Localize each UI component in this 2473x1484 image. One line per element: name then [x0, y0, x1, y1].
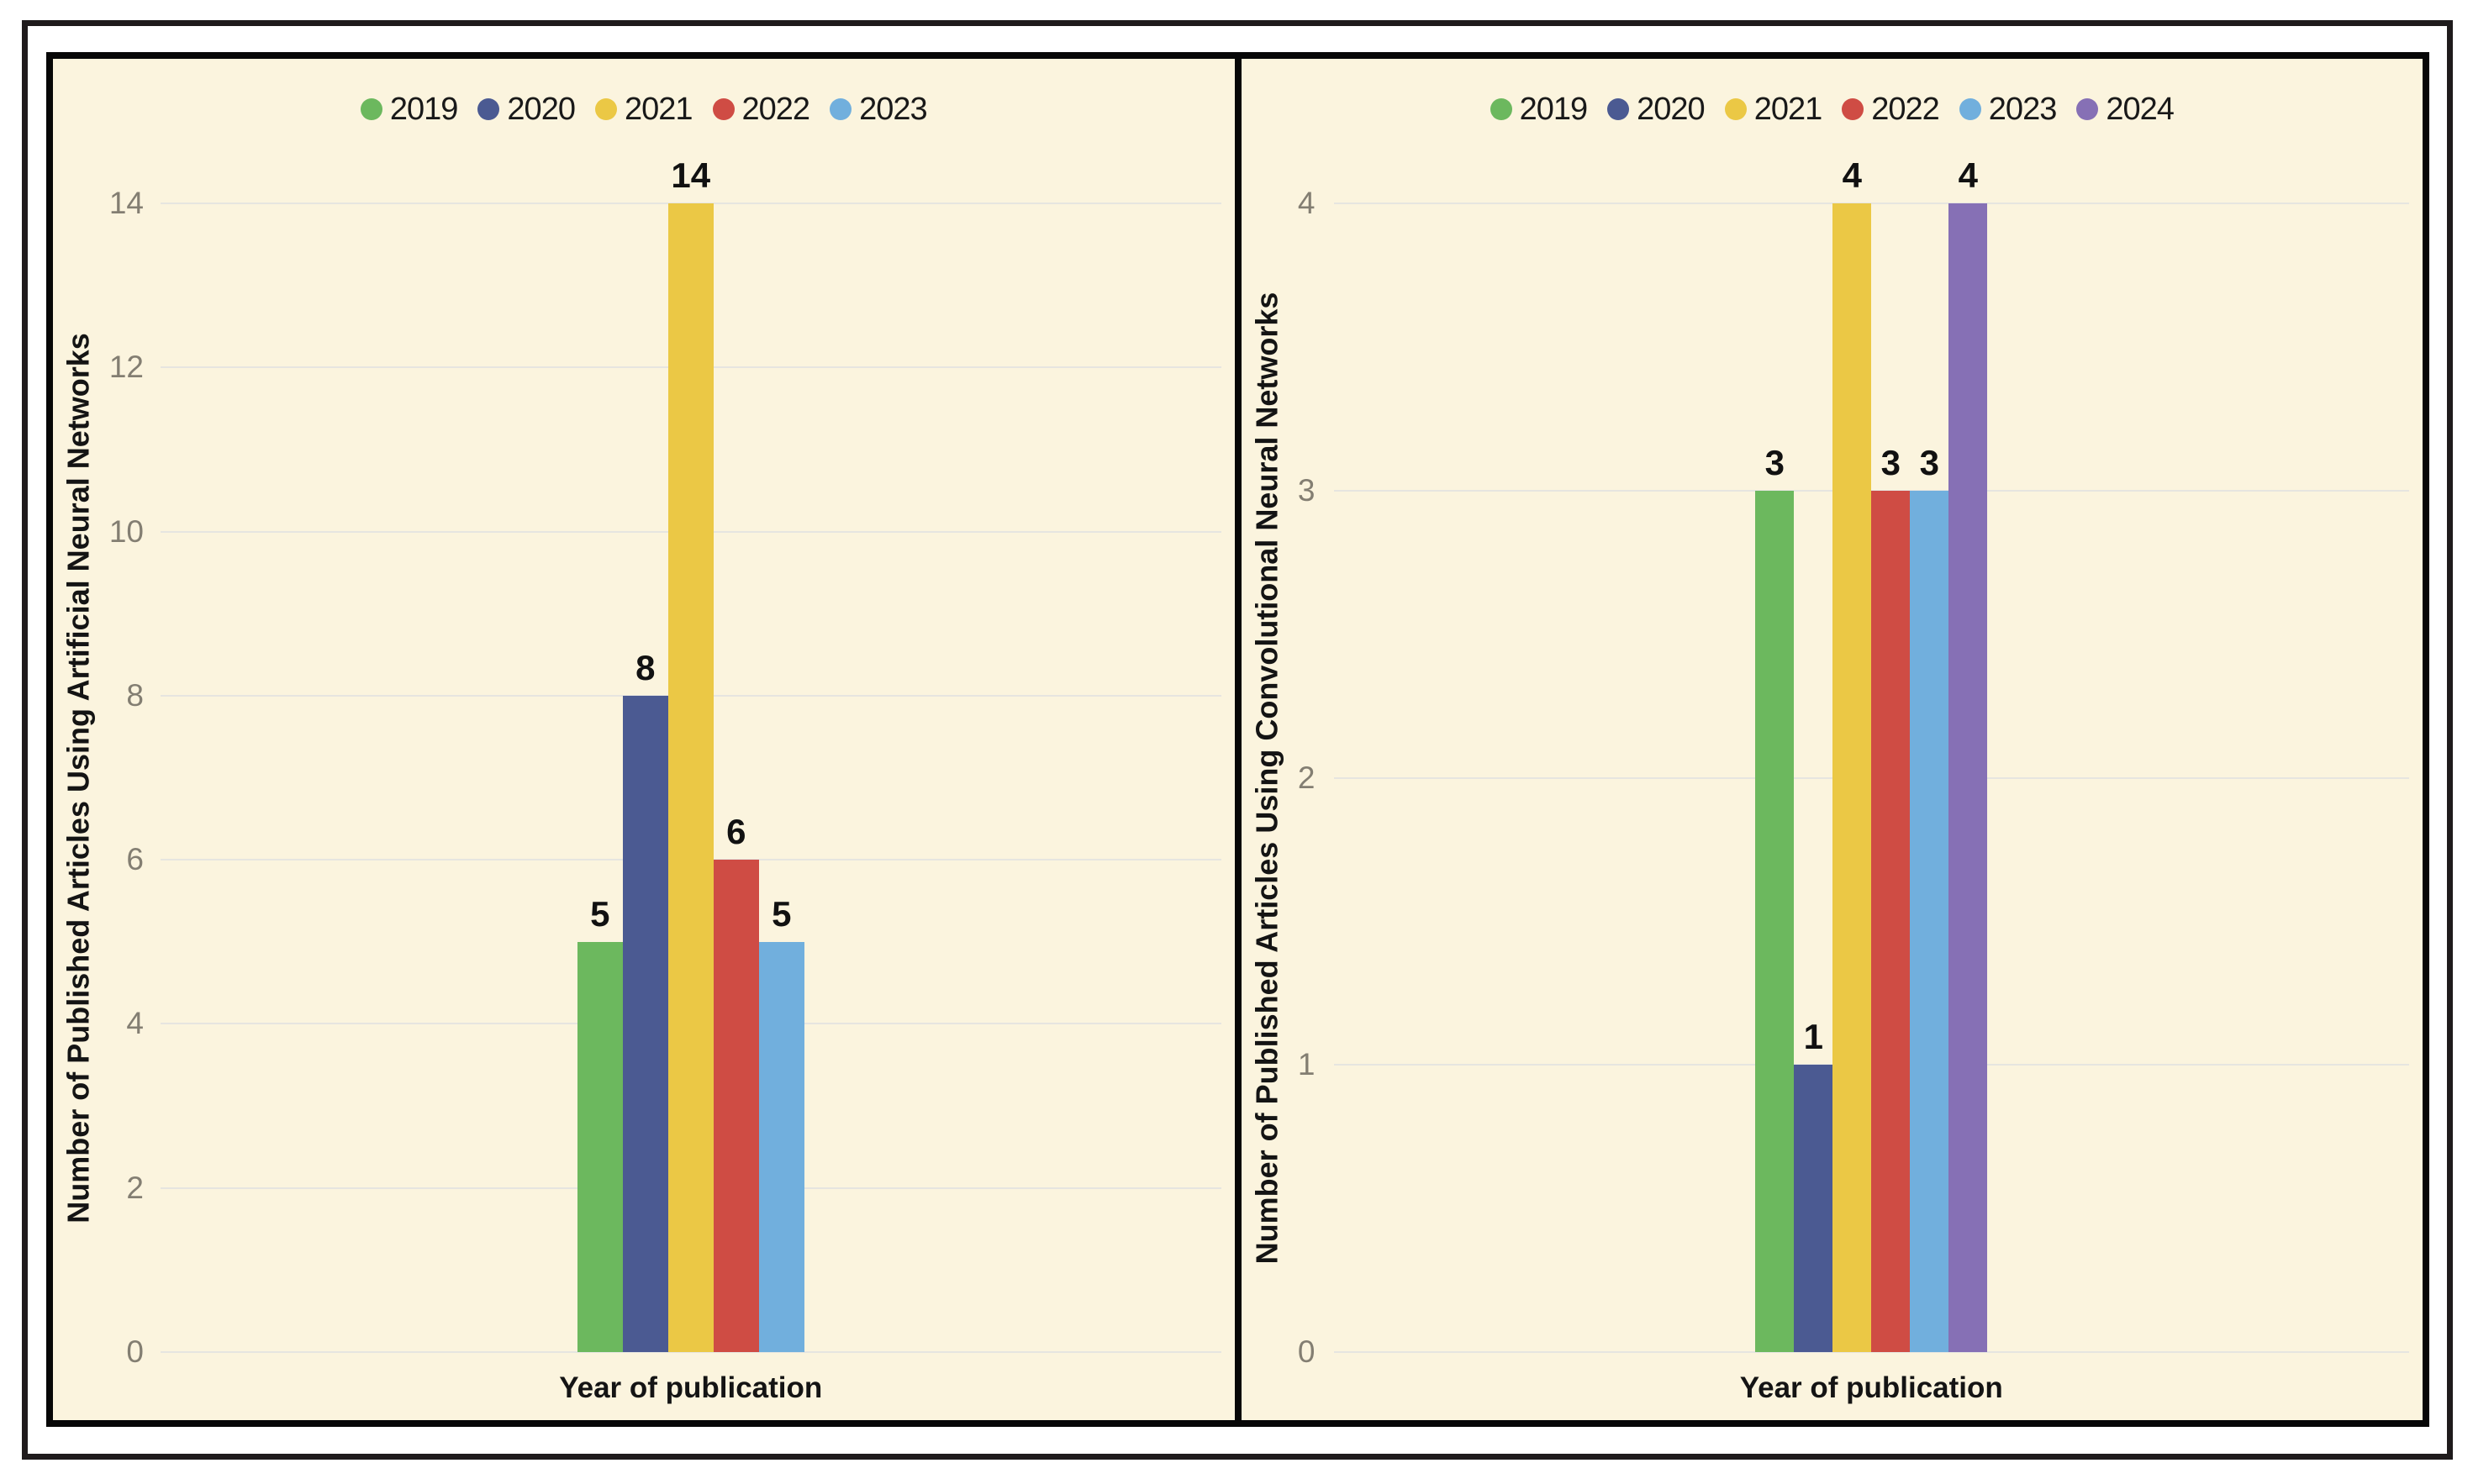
- bar-2022: 6: [713, 814, 759, 1352]
- ann-bar-chart-panel: 2019 2020 2021 2022 2023 Number of Published…: [53, 59, 1235, 1420]
- bar-rect: [1871, 490, 1911, 1352]
- y-tick-label: 12: [108, 350, 144, 385]
- legend-item-2019: 2019: [1490, 93, 1588, 125]
- y-tick-label: 14: [108, 186, 144, 220]
- bar-rect: [713, 860, 759, 1352]
- legend-item-2023: 2023: [830, 92, 928, 127]
- bar-value-label: 5: [772, 893, 792, 934]
- bar-value-label: 8: [635, 647, 656, 687]
- y-tick-label: 6: [126, 842, 144, 877]
- y-tick-label: 0: [126, 1334, 144, 1369]
- bar-2021: 4: [1832, 158, 1872, 1352]
- x-axis-label: Year of publication: [559, 1371, 823, 1404]
- y-tick-label: 0: [1297, 1334, 1316, 1369]
- bar-value-label: 3: [1880, 442, 1901, 482]
- legend-label: 2020: [1637, 92, 1706, 127]
- y-tick-label: 10: [108, 513, 144, 549]
- legend-item-2021: 2021: [1724, 92, 1823, 127]
- bar-2024: 4: [1948, 158, 1988, 1352]
- cnn-bar-chart-panel: 2019 2020 2021 2022 2023 2024 Number of Publi…: [1241, 59, 2423, 1420]
- bar-2020: 1: [1794, 1019, 1833, 1352]
- legend: 2019 2020 2021 2022 2023 2024: [1242, 87, 2423, 131]
- y-tick-label: 2: [1297, 760, 1316, 795]
- y-tick-label: 4: [1297, 186, 1316, 220]
- charts-container: 2019 2020 2021 2022 2023 Number of Published…: [46, 52, 2429, 1427]
- y-tick-label: 4: [126, 1006, 144, 1041]
- bar-value-label: 5: [590, 893, 610, 934]
- legend-marker-icon: [1724, 98, 1747, 120]
- gridline: [1333, 203, 2409, 204]
- legend-item-2024: 2024: [2076, 92, 2175, 127]
- legend-marker-icon: [712, 98, 735, 120]
- x-axis-label: Year of publication: [1739, 1371, 2003, 1404]
- bar-rect: [1948, 203, 1988, 1352]
- legend-marker-icon: [1959, 98, 1981, 120]
- bar-value-label: 3: [1764, 442, 1785, 482]
- bar-2019: 5: [577, 896, 623, 1352]
- legend-label: 2019: [389, 92, 459, 127]
- legend-marker-icon: [1842, 98, 1864, 120]
- bar-rect: [1832, 203, 1872, 1352]
- bar-value-label: 4: [1842, 155, 1862, 195]
- bar-value-label: 3: [1919, 442, 1939, 482]
- legend-item-2022: 2022: [1842, 92, 1940, 127]
- plot-area: 5 8 14 6 5: [161, 158, 1221, 1353]
- bar-rect: [1755, 490, 1795, 1352]
- gridline: [1333, 1351, 2409, 1353]
- bar-value-label: 4: [1958, 155, 1978, 195]
- y-axis-ticks: 0 1 2 3 4: [1242, 186, 1316, 1369]
- bar-rect: [1794, 1065, 1833, 1352]
- y-tick-label: 8: [126, 677, 144, 713]
- bar-2020: 8: [622, 650, 668, 1352]
- legend-marker-icon: [1490, 98, 1512, 120]
- legend-marker-icon: [360, 98, 382, 120]
- legend-label: 2021: [1753, 92, 1823, 127]
- y-tick-label: 1: [1297, 1047, 1316, 1082]
- bar-rect: [622, 695, 668, 1352]
- y-tick-label: 2: [126, 1170, 144, 1205]
- legend-marker-icon: [594, 98, 617, 120]
- legend-marker-icon: [830, 98, 852, 120]
- legend-item-2022: 2022: [712, 92, 811, 127]
- legend-marker-icon: [1607, 98, 1630, 120]
- bar-rect: [1910, 490, 1949, 1352]
- y-axis-ticks: 0 2 4 6 8 10 12 14: [53, 186, 144, 1369]
- legend-label: 2022: [1871, 92, 1940, 127]
- legend-item-2021: 2021: [594, 92, 693, 127]
- bar-rect: [667, 203, 714, 1352]
- legend-item-2020: 2020: [1607, 92, 1706, 127]
- bar-value-label: 1: [1803, 1017, 1823, 1057]
- bar-rect: [577, 941, 623, 1352]
- gridline: [161, 1351, 1221, 1353]
- y-tick-label: 3: [1297, 472, 1316, 508]
- legend-item-2023: 2023: [1959, 93, 2057, 125]
- legend-label: 2022: [741, 92, 811, 127]
- bar-2023: 5: [758, 896, 804, 1352]
- figure-outer-border: [22, 20, 2453, 1460]
- legend-label: 2020: [507, 92, 576, 127]
- bar-2019: 3: [1755, 445, 1795, 1352]
- bar-value-label: 6: [726, 812, 746, 852]
- legend-item-2019: 2019: [360, 92, 459, 127]
- bar-2021: 14: [667, 158, 714, 1352]
- legend-label: 2024: [2106, 92, 2175, 127]
- bar-value-label: 14: [671, 155, 711, 195]
- bar-group: 5 8 14 6 5: [577, 158, 804, 1352]
- legend-label: 2023: [859, 92, 928, 127]
- bar-2023: 3: [1910, 445, 1949, 1352]
- bar-2022: 3: [1871, 445, 1911, 1352]
- legend-marker-icon: [2076, 98, 2099, 120]
- bar-rect: [758, 941, 804, 1352]
- legend-item-2020: 2020: [477, 92, 576, 127]
- legend-label: 2023: [1988, 92, 2058, 127]
- legend: 2019 2020 2021 2022 2023: [53, 87, 1235, 131]
- legend-marker-icon: [477, 98, 500, 120]
- legend-label: 2019: [1519, 92, 1589, 127]
- legend-label: 2021: [624, 92, 693, 127]
